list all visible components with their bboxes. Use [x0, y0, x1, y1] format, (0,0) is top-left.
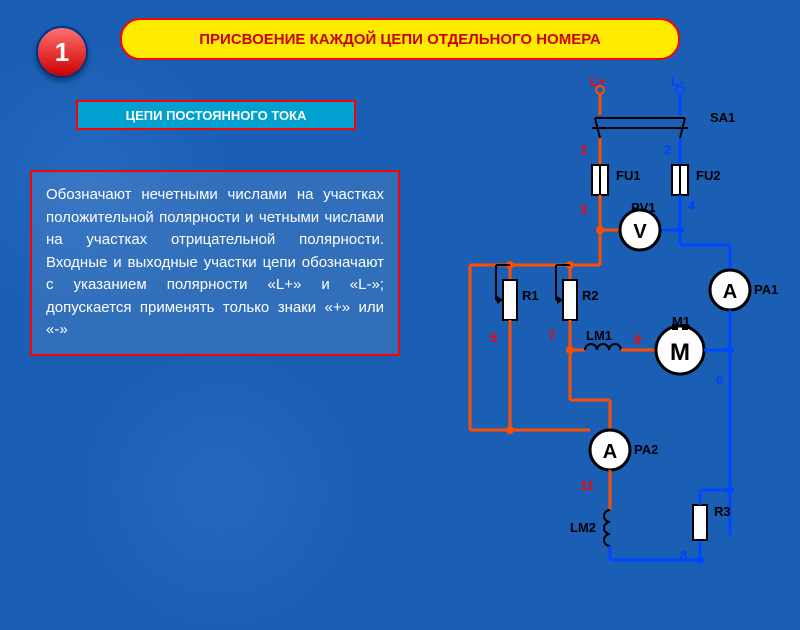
svg-text:V: V: [633, 221, 647, 243]
badge-text: 1: [55, 37, 69, 68]
switch-label: SA1: [710, 110, 735, 125]
sub-header-text: ЦЕПИ ПОСТОЯННОГО ТОКА: [126, 108, 307, 123]
wire-2: 2: [664, 142, 671, 157]
fuse-fu2: FU2: [696, 168, 721, 183]
terminal-l-plus: L+: [590, 74, 606, 89]
wire-4: 4: [688, 198, 695, 213]
resistor-r2: R2: [582, 288, 599, 303]
ammeter-pa2: PA2: [634, 442, 658, 457]
info-box: Обозначают нечетными числами на участках…: [30, 170, 400, 356]
wire-7: 7: [548, 328, 555, 343]
wire-1: 1: [580, 142, 587, 157]
circuit-diagram: V M: [420, 70, 790, 590]
wire-8: 8: [680, 548, 687, 563]
header-title: ПРИСВОЕНИЕ КАЖДОЙ ЦЕПИ ОТДЕЛЬНОГО НОМЕРА: [199, 31, 600, 48]
resistor-r3: R3: [714, 504, 731, 519]
wire-6: 6: [716, 372, 723, 387]
svg-text:A: A: [723, 281, 737, 303]
motor-label: M1: [672, 314, 690, 329]
coil-lm1: LM1: [586, 328, 612, 343]
bg-gear-decor: [80, 350, 360, 630]
resistor-r1: R1: [522, 288, 539, 303]
svg-text:M: M: [670, 339, 690, 366]
coil-lm2: LM2: [570, 520, 596, 535]
wire-3: 3: [580, 202, 587, 217]
header-bar: ПРИСВОЕНИЕ КАЖДОЙ ЦЕПИ ОТДЕЛЬНОГО НОМЕРА: [120, 18, 680, 60]
fuse-fu1: FU1: [616, 168, 641, 183]
ammeter-pa1: PA1: [754, 282, 778, 297]
wire-9: 9: [634, 332, 641, 347]
svg-text:A: A: [603, 441, 617, 463]
sub-header: ЦЕПИ ПОСТОЯННОГО ТОКА: [76, 100, 356, 130]
info-text: Обозначают нечетными числами на участках…: [46, 186, 384, 338]
slide-number-badge: 1: [36, 26, 88, 78]
wire-5: 5: [490, 330, 497, 345]
terminal-l-minus: L-: [671, 74, 683, 89]
voltmeter-label: PV1: [631, 200, 656, 215]
wire-11: 11: [580, 478, 594, 493]
